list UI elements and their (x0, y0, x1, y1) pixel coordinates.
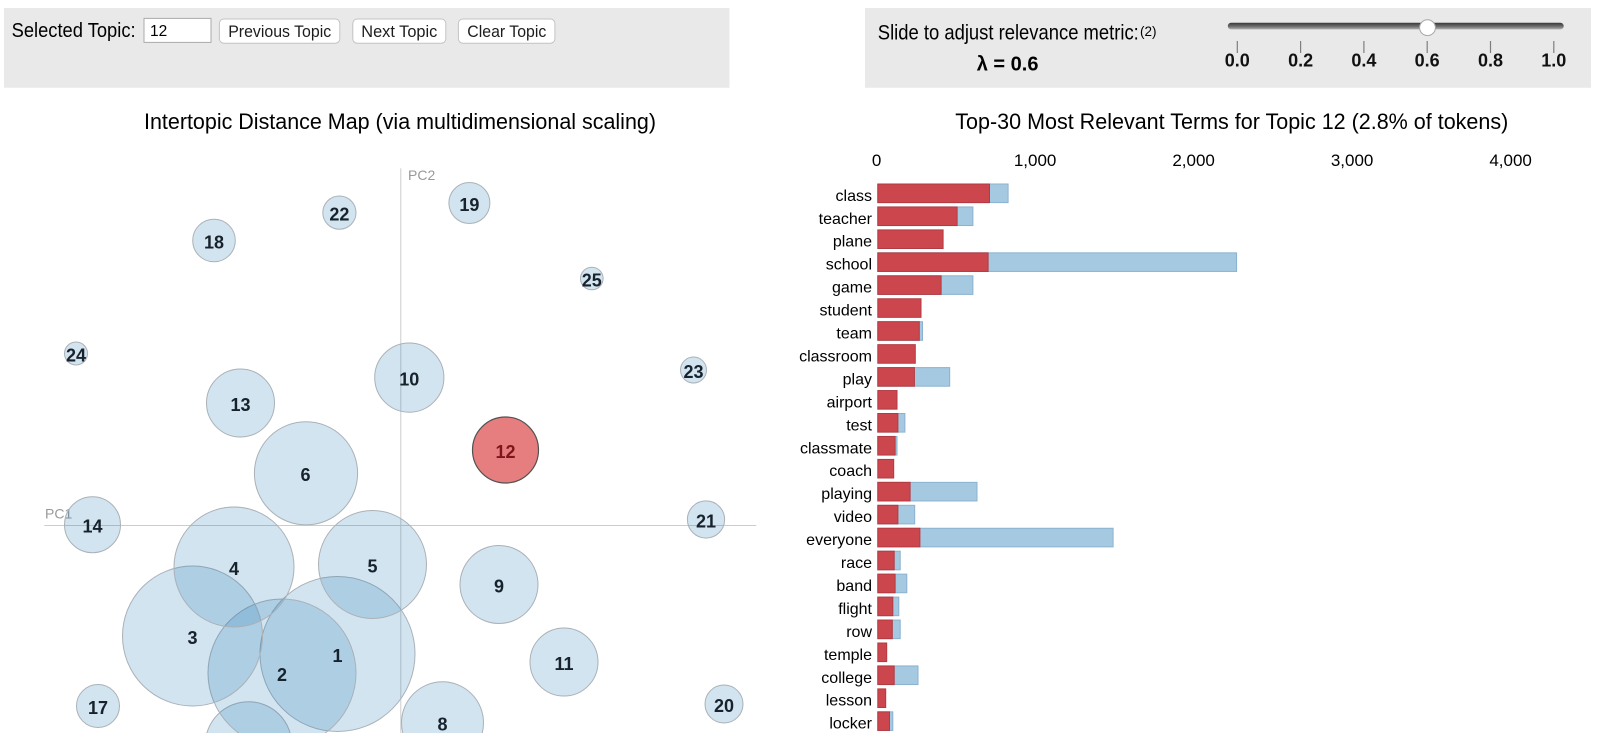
svg-text:Next Topic: Next Topic (361, 22, 437, 41)
svg-text:1: 1 (332, 646, 342, 666)
svg-text:race: race (841, 555, 872, 572)
svg-text:temple: temple (824, 647, 872, 664)
svg-text:3: 3 (187, 628, 197, 648)
svg-text:3,000: 3,000 (1331, 151, 1374, 170)
svg-text:test: test (846, 417, 872, 434)
svg-text:4,000: 4,000 (1489, 151, 1532, 170)
svg-text:25: 25 (582, 270, 602, 290)
svg-text:college: college (821, 670, 872, 687)
svg-text:video: video (834, 509, 872, 526)
svg-text:locker: locker (829, 716, 872, 733)
svg-text:2: 2 (277, 665, 287, 685)
svg-text:12: 12 (495, 442, 515, 462)
svg-text:class: class (836, 188, 872, 205)
svg-text:school: school (826, 257, 872, 274)
svg-text:0.8: 0.8 (1478, 51, 1503, 71)
svg-text:Slide to adjust relevance metr: Slide to adjust relevance metric: (878, 22, 1139, 45)
svg-text:0.0: 0.0 (1225, 51, 1250, 71)
svg-text:Top-30 Most Relevant Terms for: Top-30 Most Relevant Terms for Topic 12 … (955, 109, 1508, 134)
svg-text:4: 4 (229, 559, 239, 579)
svg-text:11: 11 (554, 654, 573, 674)
svg-text:teacher: teacher (819, 211, 873, 228)
svg-text:row: row (846, 624, 872, 641)
svg-text:10: 10 (399, 369, 419, 389)
svg-text:play: play (843, 371, 872, 388)
svg-text:22: 22 (329, 204, 349, 224)
svg-text:18: 18 (204, 232, 224, 252)
svg-text:playing: playing (821, 486, 872, 503)
svg-text:PC2: PC2 (408, 167, 435, 183)
svg-text:coach: coach (829, 463, 872, 480)
svg-text:0.2: 0.2 (1288, 51, 1313, 71)
svg-text:0: 0 (872, 151, 881, 170)
svg-text:17: 17 (88, 698, 108, 718)
svg-text:23: 23 (683, 362, 703, 382)
svg-text:classmate: classmate (800, 440, 872, 457)
svg-text:airport: airport (827, 394, 873, 411)
svg-text:band: band (836, 578, 872, 595)
svg-text:2,000: 2,000 (1172, 151, 1215, 170)
svg-text:λ = 0.6: λ = 0.6 (977, 54, 1039, 76)
svg-text:(2): (2) (1140, 24, 1157, 39)
svg-text:team: team (836, 326, 872, 343)
svg-text:classroom: classroom (799, 348, 872, 365)
svg-text:lesson: lesson (826, 693, 872, 710)
svg-text:0.6: 0.6 (1415, 51, 1440, 71)
svg-text:5: 5 (367, 556, 377, 576)
svg-text:Clear Topic: Clear Topic (467, 22, 546, 41)
svg-text:plane: plane (833, 234, 872, 251)
svg-text:1,000: 1,000 (1014, 151, 1057, 170)
svg-text:game: game (832, 280, 872, 297)
svg-text:student: student (820, 303, 873, 320)
svg-text:Previous Topic: Previous Topic (228, 22, 331, 41)
svg-text:19: 19 (459, 195, 479, 215)
svg-text:13: 13 (230, 395, 250, 415)
svg-text:1.0: 1.0 (1541, 51, 1566, 71)
svg-text:6: 6 (300, 465, 310, 485)
svg-text:everyone: everyone (806, 532, 872, 549)
svg-text:24: 24 (66, 345, 86, 365)
svg-text:12: 12 (150, 23, 167, 40)
svg-text:9: 9 (494, 576, 504, 596)
svg-text:20: 20 (714, 696, 734, 716)
svg-text:0.4: 0.4 (1351, 51, 1376, 71)
svg-text:Selected Topic:: Selected Topic: (12, 20, 136, 42)
svg-text:Intertopic Distance Map (via m: Intertopic Distance Map (via multidimens… (144, 109, 656, 134)
svg-text:8: 8 (437, 715, 447, 733)
svg-text:14: 14 (82, 517, 102, 537)
svg-text:21: 21 (696, 511, 716, 531)
svg-text:flight: flight (838, 601, 872, 618)
